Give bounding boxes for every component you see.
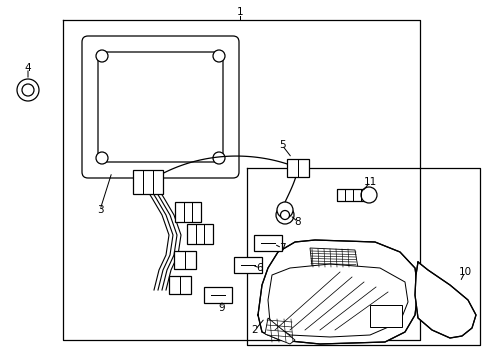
Text: 4: 4 bbox=[24, 63, 31, 73]
Circle shape bbox=[22, 84, 34, 96]
Circle shape bbox=[275, 206, 293, 224]
Text: 5: 5 bbox=[278, 140, 285, 150]
Bar bbox=[186, 224, 213, 244]
Bar bbox=[203, 287, 231, 303]
Bar bbox=[253, 235, 282, 251]
Polygon shape bbox=[63, 20, 419, 340]
Circle shape bbox=[213, 50, 224, 62]
Polygon shape bbox=[309, 248, 357, 268]
Bar bbox=[175, 202, 201, 222]
Circle shape bbox=[96, 50, 108, 62]
Polygon shape bbox=[258, 240, 417, 344]
Bar bbox=[133, 170, 163, 194]
Circle shape bbox=[17, 79, 39, 101]
Circle shape bbox=[213, 152, 224, 164]
Text: 6: 6 bbox=[256, 263, 263, 273]
Text: 8: 8 bbox=[294, 217, 301, 227]
Bar bbox=[174, 251, 196, 269]
Text: 1: 1 bbox=[236, 7, 243, 17]
Bar bbox=[169, 276, 191, 294]
Circle shape bbox=[96, 152, 108, 164]
Polygon shape bbox=[414, 262, 475, 338]
Polygon shape bbox=[267, 264, 407, 337]
Bar bbox=[369, 305, 401, 327]
Text: 9: 9 bbox=[218, 303, 225, 313]
Text: 7: 7 bbox=[278, 243, 285, 253]
Bar bbox=[286, 159, 308, 177]
Polygon shape bbox=[264, 318, 294, 344]
Polygon shape bbox=[246, 168, 479, 345]
FancyBboxPatch shape bbox=[98, 52, 223, 162]
Bar bbox=[336, 189, 372, 201]
Circle shape bbox=[276, 202, 292, 218]
Text: 11: 11 bbox=[363, 177, 376, 187]
Text: 10: 10 bbox=[458, 267, 470, 277]
FancyBboxPatch shape bbox=[82, 36, 239, 178]
Text: 3: 3 bbox=[97, 205, 103, 215]
Circle shape bbox=[360, 187, 376, 203]
Bar bbox=[234, 257, 262, 273]
Circle shape bbox=[280, 211, 289, 220]
Text: 2: 2 bbox=[251, 325, 258, 335]
